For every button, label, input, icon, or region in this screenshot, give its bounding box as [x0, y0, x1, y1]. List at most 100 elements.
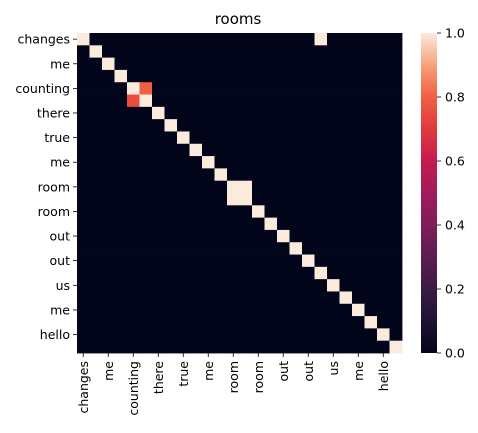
heatmap-cell	[252, 82, 265, 95]
heatmap-cell	[77, 267, 90, 280]
heatmap-cell	[240, 33, 253, 46]
heatmap-cell	[290, 291, 303, 304]
heatmap-cell	[352, 95, 365, 108]
heatmap-cell	[365, 168, 378, 181]
heatmap-cell	[315, 181, 328, 194]
heatmap-cell	[165, 107, 178, 120]
heatmap-cell	[227, 119, 240, 132]
colorbar	[421, 33, 437, 353]
heatmap-cell	[290, 218, 303, 231]
heatmap-cell	[352, 218, 365, 231]
heatmap-cell	[340, 119, 353, 132]
heatmap-cell	[377, 267, 390, 280]
heatmap-cell	[177, 131, 190, 144]
heatmap-cell	[127, 267, 140, 280]
heatmap-cell	[365, 181, 378, 194]
x-tick-label: room	[226, 361, 241, 393]
heatmap-cell	[152, 255, 165, 268]
heatmap-cell	[240, 279, 253, 292]
heatmap-cell	[340, 279, 353, 292]
heatmap-cell	[115, 82, 128, 95]
heatmap-cell	[140, 131, 153, 144]
heatmap-cell	[252, 58, 265, 71]
heatmap-cell	[227, 33, 240, 46]
heatmap-cell	[90, 70, 103, 83]
heatmap-cell	[90, 33, 103, 46]
heatmap-cell	[190, 205, 203, 218]
heatmap-cell	[127, 131, 140, 144]
heatmap-cell	[252, 242, 265, 255]
heatmap-cell	[365, 131, 378, 144]
heatmap-cell	[302, 304, 315, 317]
heatmap-cell	[202, 168, 215, 181]
heatmap-cell	[377, 33, 390, 46]
heatmap-cell	[127, 255, 140, 268]
heatmap-cell	[365, 291, 378, 304]
heatmap-cell	[365, 156, 378, 169]
heatmap-cell	[290, 181, 303, 194]
heatmap-cell	[102, 33, 115, 46]
heatmap-cell	[90, 304, 103, 317]
heatmap-cell	[277, 230, 290, 243]
heatmap-cell	[165, 279, 178, 292]
heatmap-cell	[252, 168, 265, 181]
y-tick-label: counting	[15, 81, 70, 96]
heatmap-cell	[152, 218, 165, 231]
heatmap-cell	[202, 291, 215, 304]
heatmap-cell	[202, 144, 215, 157]
heatmap-cell	[315, 95, 328, 108]
heatmap-cell	[202, 218, 215, 231]
heatmap-cell	[302, 205, 315, 218]
y-tick-label: out	[50, 229, 71, 244]
heatmap-cell	[215, 230, 228, 243]
heatmap-cell	[140, 70, 153, 83]
heatmap-cell	[190, 304, 203, 317]
heatmap-cell	[277, 255, 290, 268]
heatmap-cell	[90, 255, 103, 268]
heatmap-cell	[77, 144, 90, 157]
heatmap-cell	[177, 144, 190, 157]
heatmap-cell	[127, 82, 140, 95]
heatmap-cell	[77, 230, 90, 243]
heatmap-cell	[90, 193, 103, 206]
heatmap-cell	[115, 279, 128, 292]
heatmap-cell	[77, 341, 90, 354]
heatmap-cell	[327, 205, 340, 218]
heatmap-cell	[365, 33, 378, 46]
heatmap-cell	[290, 82, 303, 95]
heatmap-cell	[177, 82, 190, 95]
heatmap-cell	[290, 58, 303, 71]
heatmap-cell	[390, 267, 403, 280]
heatmap-cell	[240, 218, 253, 231]
heatmap-cell	[377, 316, 390, 329]
heatmap-cell	[202, 82, 215, 95]
heatmap-cell	[152, 205, 165, 218]
heatmap-cell	[290, 230, 303, 243]
heatmap-cell	[190, 144, 203, 157]
heatmap-cell	[102, 119, 115, 132]
heatmap-cell	[377, 45, 390, 58]
heatmap-cell	[277, 316, 290, 329]
heatmap-cell	[277, 131, 290, 144]
heatmap-cell	[140, 107, 153, 120]
heatmap-cell	[102, 304, 115, 317]
heatmap-cell	[252, 316, 265, 329]
heatmap-cell	[90, 181, 103, 194]
heatmap-cell	[140, 279, 153, 292]
heatmap-cell	[202, 267, 215, 280]
heatmap-cell	[390, 193, 403, 206]
heatmap-cell	[127, 279, 140, 292]
heatmap-cell	[227, 58, 240, 71]
heatmap-cell	[215, 242, 228, 255]
heatmap-cell	[102, 95, 115, 108]
heatmap-cell	[152, 45, 165, 58]
heatmap-cell	[115, 156, 128, 169]
heatmap-cell	[177, 168, 190, 181]
x-axis-ticks: changes me counting there true me room room out o…	[76, 353, 391, 416]
heatmap-cell	[290, 279, 303, 292]
heatmap-cell	[215, 279, 228, 292]
heatmap-cell	[327, 230, 340, 243]
heatmap-cell	[190, 291, 203, 304]
heatmap-cell	[277, 181, 290, 194]
